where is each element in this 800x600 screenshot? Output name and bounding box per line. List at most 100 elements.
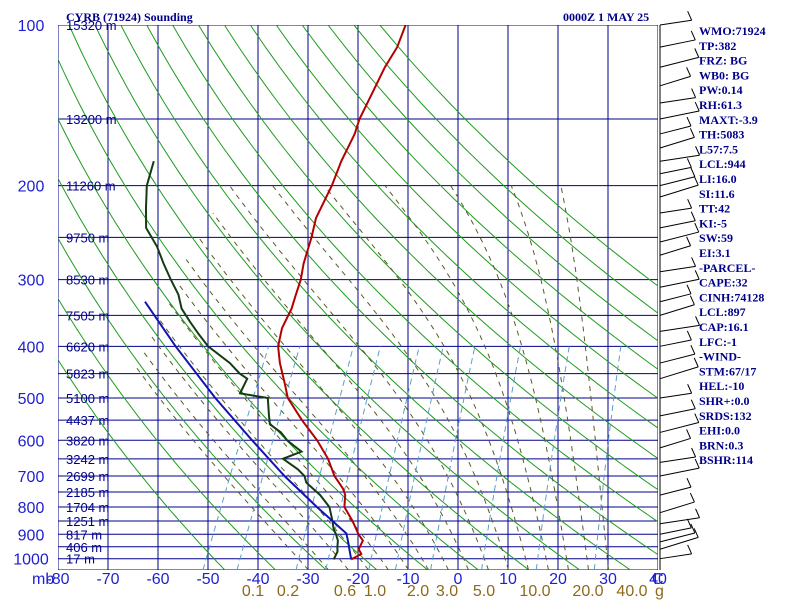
wind-barb	[659, 437, 691, 449]
moist-adiabat	[198, 237, 449, 570]
index-value: CAP:16.1	[699, 320, 749, 334]
wind-barb-flag	[690, 344, 696, 355]
wind-barb	[659, 366, 699, 380]
wind-barb-flag	[689, 295, 695, 305]
wind-barb-flag	[693, 528, 699, 538]
mixing-ratio-unit-label: g	[655, 583, 664, 600]
wind-barb	[659, 456, 696, 463]
height-label: 17 m	[66, 552, 95, 567]
dry-adiabat	[223, 25, 658, 460]
wind-barb-flag	[686, 116, 692, 127]
wind-barb	[659, 392, 692, 399]
dry-adiabat	[68, 25, 530, 570]
index-value: EHI:0.0	[699, 424, 740, 438]
wind-barb-flag	[691, 257, 697, 267]
mixing-ratio-label: 20.0	[572, 583, 603, 600]
dry-adiabat	[301, 25, 658, 370]
index-value: SRDS:132	[699, 409, 752, 423]
index-value: LFC:-1	[699, 335, 737, 349]
wind-barb-flag	[695, 508, 701, 518]
wind-barb	[659, 304, 695, 316]
index-value: TP:382	[699, 39, 736, 53]
dry-adiabat	[275, 25, 658, 399]
wind-barb	[659, 353, 696, 364]
height-label: 11260 m	[66, 179, 116, 194]
wind-barb-flag	[687, 384, 693, 394]
wind-barb	[659, 207, 692, 214]
wind-barb	[659, 19, 692, 26]
wind-barb-flag	[686, 236, 692, 246]
index-value: TT:42	[699, 202, 730, 216]
wind-barb-flag	[690, 167, 696, 177]
moist-adiabat	[229, 185, 489, 570]
wind-barb	[659, 110, 700, 120]
moist-adiabat	[158, 318, 369, 570]
pressure-tick-label: 900	[18, 527, 45, 544]
dry-adiabat	[249, 25, 658, 429]
index-value: WB0: BG	[699, 68, 749, 82]
height-label: 817 m	[66, 527, 102, 542]
mixing-ratio-label: 40.0	[616, 583, 647, 600]
wind-barb-flag	[689, 492, 695, 503]
mixing-ratio-label: 3.0	[436, 583, 458, 600]
wind-barb-flag	[686, 429, 692, 439]
station-title: CYRB (71924) Sounding	[66, 10, 193, 24]
mixing-ratio-line	[394, 346, 444, 570]
wind-barb	[659, 339, 692, 347]
mixing-ratio-label: 0.2	[277, 583, 299, 600]
index-value: RH:61.3	[699, 98, 742, 112]
index-value: KI:-5	[699, 216, 727, 230]
index-value: BSHR:114	[699, 453, 753, 467]
wind-barb	[659, 176, 696, 187]
wind-barb-flag	[686, 518, 692, 529]
temperature-tick-label: -10	[396, 571, 419, 588]
moist-adiabat	[134, 365, 309, 570]
pressure-tick-label: 800	[18, 500, 45, 517]
temperature-tick-label: -50	[196, 571, 219, 588]
wind-barb-flag	[687, 11, 693, 21]
wind-barb-flag	[690, 523, 696, 534]
moist-adiabat	[143, 351, 329, 570]
mixing-ratio-line	[535, 346, 570, 570]
index-value: STM:67/17	[699, 364, 756, 378]
height-label: 2185 m	[66, 485, 109, 500]
wind-barb	[659, 75, 691, 87]
dry-adiabat	[58, 297, 276, 570]
height-label: 7505 m	[66, 308, 109, 323]
temperature-tick-label: -70	[96, 571, 119, 588]
mixing-ratio-line	[593, 346, 622, 570]
dry-adiabat	[58, 237, 327, 570]
wind-barb	[659, 136, 695, 149]
wind-barbs	[659, 11, 701, 570]
index-value: CINH:74128	[699, 290, 764, 304]
dry-adiabat	[58, 58, 479, 570]
temperature-profile	[277, 25, 407, 561]
wind-barb-flag	[694, 270, 700, 280]
wind-barb-flag	[694, 48, 700, 58]
index-value: TH:5083	[699, 128, 744, 142]
wind-barb-flag	[695, 316, 701, 326]
height-label: 2699 m	[66, 469, 109, 484]
mixing-ratio-line	[368, 346, 420, 570]
mixing-ratio-label: 0.1	[242, 583, 264, 600]
index-value: -PARCEL-	[699, 261, 755, 275]
index-value: WMO:71924	[699, 24, 766, 38]
mixing-ratio-lines	[202, 346, 622, 570]
moist-adiabats	[134, 185, 609, 570]
temperature-tick-label: 30	[599, 571, 617, 588]
moist-adiabat	[510, 185, 589, 570]
wind-barb	[659, 408, 696, 417]
index-value: L57:7.5	[699, 142, 738, 156]
index-value: CAPE:32	[699, 276, 748, 290]
wind-barb-flag	[693, 357, 699, 368]
wind-barb	[659, 527, 692, 535]
mixing-ratio-label: 1.0	[364, 583, 386, 600]
dry-adiabat	[353, 25, 658, 314]
height-label: 4437 m	[66, 413, 109, 428]
wind-barb-flag	[686, 158, 692, 168]
wind-barb	[659, 166, 692, 175]
wind-barb-flag	[686, 67, 692, 77]
temperature-tick-label: 0	[454, 571, 463, 588]
height-label: 6620 m	[66, 339, 109, 354]
